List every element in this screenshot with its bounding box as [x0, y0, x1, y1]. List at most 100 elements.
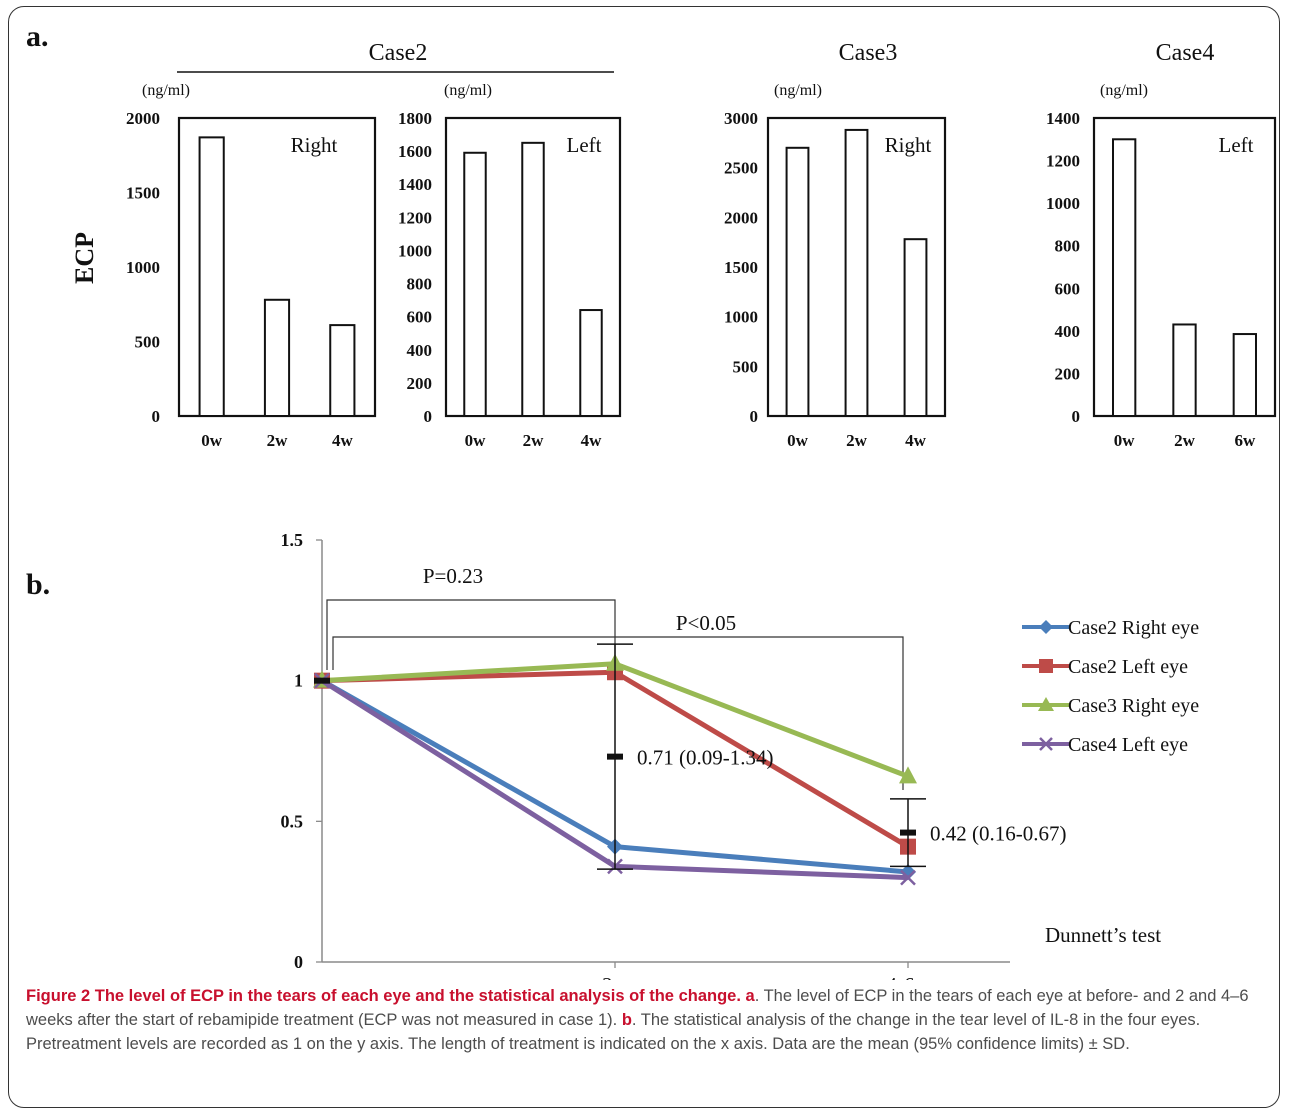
legend-item: Case3 Right eye [1022, 695, 1199, 717]
x-tick-label: 0w [201, 431, 223, 450]
x-tick-label: pre [305, 973, 332, 980]
legend-marker [1039, 737, 1053, 751]
y-tick-label: 1600 [398, 142, 432, 161]
legend-label: Case3 Right eye [1068, 695, 1199, 717]
x-tick-label: 6w [1234, 431, 1256, 450]
y-tick-label: 0.5 [281, 811, 304, 831]
comparison-bracket [326, 599, 616, 670]
y-tick-label: 0 [424, 407, 433, 426]
legend-marker [1039, 620, 1053, 634]
y-tick-label: 800 [1055, 237, 1081, 256]
y-tick-label: 1000 [1046, 194, 1080, 213]
bar [463, 151, 487, 417]
y-tick-label: 600 [1055, 279, 1081, 298]
bar [1172, 323, 1197, 418]
y-tick-label: 0 [294, 952, 303, 972]
panel-b-label: b. [26, 568, 50, 601]
bar [785, 146, 810, 418]
bar [1232, 333, 1257, 417]
panel-a-label: a. [26, 20, 49, 53]
legend-label: Case2 Right eye [1068, 617, 1199, 639]
y-tick-label: 3000 [724, 109, 758, 128]
y-tick-label: 2000 [126, 109, 160, 128]
panel-b: b. 0 0.5 1 1.5 pre 2w 4-6w P=0.23 P<0.05 0.71 (0.0… [26, 530, 1199, 980]
legend-marker [1038, 697, 1054, 711]
y-tick-label: 800 [407, 275, 433, 294]
y-tick-label: 1500 [724, 258, 758, 277]
y-tick-label: 400 [407, 341, 433, 360]
y-tick-label: 0 [750, 407, 759, 426]
bar-chart-4: Case4 (ng/ml) 0 200 400 600 800 1000 1200 1400 Lef… [1046, 40, 1277, 450]
unit-label: (ng/ml) [774, 82, 822, 99]
eye-label: Right [885, 133, 932, 157]
y-tick-label: 1400 [398, 175, 432, 194]
legend-marker [1039, 659, 1053, 673]
legend-item: Case2 Left eye [1022, 656, 1188, 678]
eye-label: Right [291, 133, 338, 157]
legend: Case2 Right eye Case2 Left eye Case3 Right… [1022, 617, 1199, 756]
y-tick-label: 1400 [1046, 109, 1080, 128]
comparison-label: P<0.05 [676, 611, 736, 635]
chart-title: Case4 [1156, 40, 1215, 66]
ci-label: 0.42 (0.16-0.67) [930, 822, 1066, 846]
figure-caption: Figure 2 The level of ECP in the tears o… [26, 984, 1266, 1056]
error-bar-3: 0.42 (0.16-0.67) [890, 798, 1066, 868]
eye-label: Left [567, 133, 602, 157]
caption-text-a: . The level of ECP in the tears of each … [26, 987, 1249, 1029]
x-tick-label: 2w [267, 431, 289, 450]
mean-mark [900, 829, 916, 836]
chart-title: Case2 [369, 40, 428, 66]
y-tick-label: 0 [1072, 407, 1081, 426]
y-tick-label: 1 [294, 671, 303, 691]
bar [198, 136, 225, 417]
y-tick-label: 1000 [126, 258, 160, 277]
legend-label: Case2 Left eye [1068, 656, 1188, 678]
y-tick-label: 1200 [398, 208, 432, 227]
unit-label: (ng/ml) [142, 82, 190, 99]
y-tick-label: 600 [407, 308, 433, 327]
caption-title: Figure 2 The level of ECP in the tears o… [26, 987, 741, 1005]
eye-label: Left [1219, 133, 1254, 157]
comparison-bracket [332, 636, 904, 790]
legend-item: Case4 Left eye [1022, 734, 1188, 756]
data-point [900, 869, 916, 886]
x-tick-label: 4w [332, 431, 354, 450]
legend-label: Case4 Left eye [1068, 734, 1188, 756]
caption-label-a: a [745, 987, 755, 1005]
unit-label: (ng/ml) [444, 82, 492, 99]
y-tick-label: 1000 [398, 241, 432, 260]
x-tick-label: 4w [905, 431, 927, 450]
y-tick-label: 1200 [1046, 152, 1080, 171]
mean-mark [607, 753, 623, 760]
x-tick-label: 4-6w [886, 973, 930, 980]
y-tick-label: 500 [733, 357, 759, 376]
caption-label-b: b [621, 1011, 632, 1029]
chart-title: Case3 [839, 40, 898, 66]
bar [1112, 138, 1137, 418]
x-tick-label: 4w [581, 431, 603, 450]
y-tick-label: 500 [135, 333, 161, 352]
figure-frame [8, 6, 1280, 1108]
comparison-label: P=0.23 [423, 564, 483, 588]
y-tick-label: 1500 [126, 184, 160, 203]
y-tick-label: 200 [407, 374, 433, 393]
ecp-axis-title: ECP [70, 232, 99, 284]
legend-item: Case2 Right eye [1022, 617, 1199, 639]
figure-canvas: a.ECPCase2(ng/ml)0500100015002000Right0w… [26, 20, 1277, 980]
bar-chart-1: Case2 (ng/ml) 0 500 1000 1500 2000 Right 0w 2w 4w [126, 40, 427, 450]
bar [329, 324, 356, 417]
unit-label: (ng/ml) [1100, 82, 1148, 99]
bar [521, 141, 545, 417]
test-label: Dunnett’s test [1045, 923, 1161, 947]
y-tick-label: 1000 [724, 308, 758, 327]
ci-label: 0.71 (0.09-1.34) [637, 746, 773, 770]
panel-a: a.ECPCase2(ng/ml)0500100015002000Right0w… [26, 20, 1277, 450]
caption-text-b: . The statistical analysis of the change… [26, 1011, 1201, 1053]
x-tick-label: 2w [1174, 431, 1196, 450]
bar [903, 238, 928, 417]
bar [263, 298, 291, 417]
y-tick-label: 1.5 [281, 530, 304, 550]
x-tick-label: 2w [602, 973, 629, 980]
y-tick-label: 2500 [724, 159, 758, 178]
error-bar-1 [314, 677, 330, 684]
